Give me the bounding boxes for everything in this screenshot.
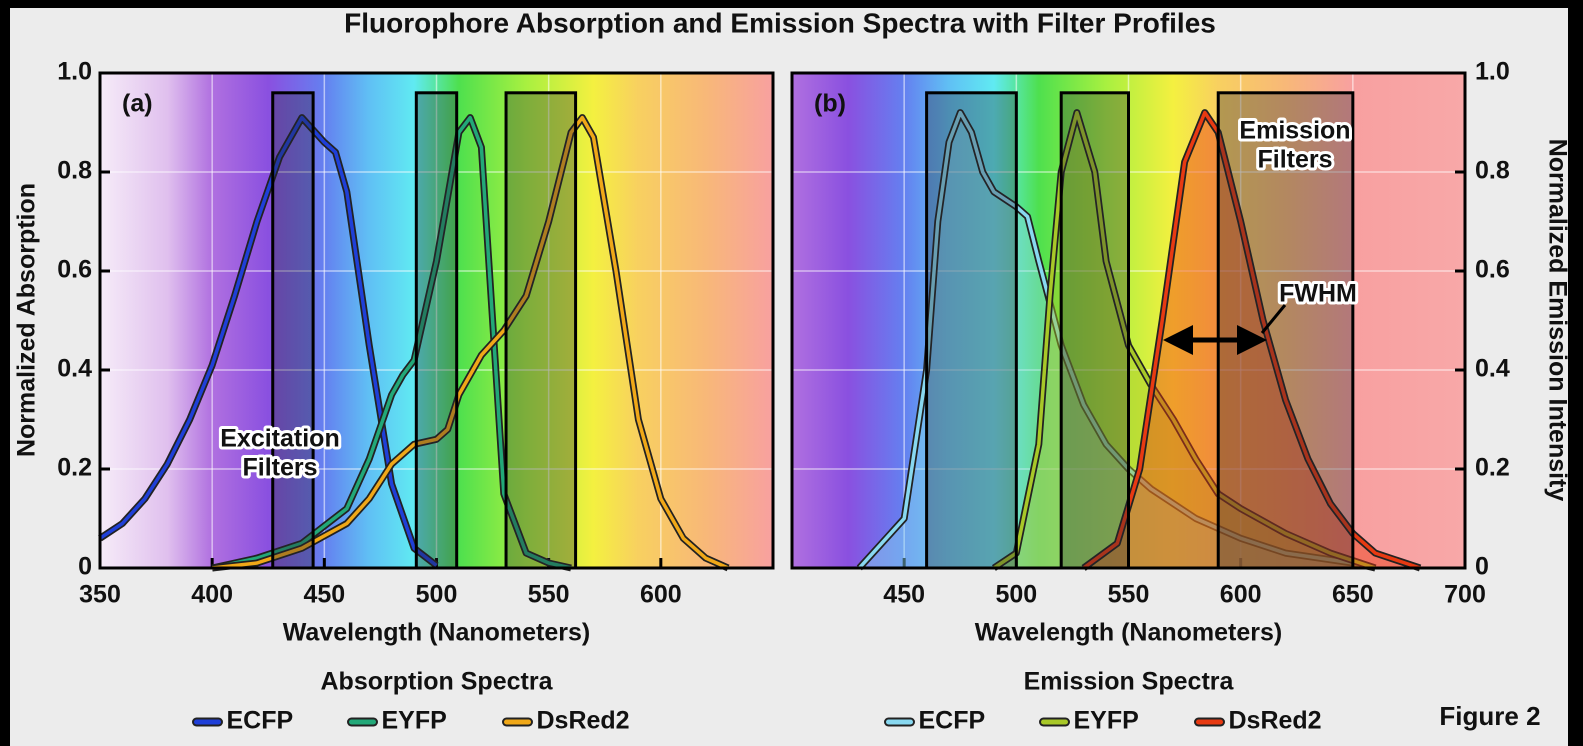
spectrum-curve [99, 115, 438, 567]
x-axis-label: Wavelength (Nanometers) [283, 619, 590, 647]
x-tick-label: 500 [995, 581, 1037, 609]
y-tick-label: 1.0 [1475, 58, 1510, 86]
y-tick-label: 0.4 [57, 355, 92, 383]
x-tick-label: 650 [1332, 581, 1374, 609]
filter-band [1059, 91, 1130, 570]
legend-label: ECFP [227, 707, 294, 735]
annotation: Excitation [220, 425, 339, 453]
x-tick-label: 600 [1220, 581, 1262, 609]
panel-label: (a) [122, 90, 153, 118]
x-tick-label: 400 [191, 581, 233, 609]
legend-label: DsRed2 [537, 707, 630, 735]
y-tick-label: 1.0 [57, 58, 92, 86]
y-tick-label: 0.8 [1475, 157, 1510, 185]
plot-frame [790, 71, 1467, 570]
plot-frame [98, 71, 775, 570]
x-tick-label: 350 [79, 581, 121, 609]
y-tick-label: 0 [1475, 553, 1489, 581]
annotation: Filters [242, 454, 317, 482]
y-tick-label: 0.2 [57, 454, 92, 482]
fwhm-pointer [1260, 304, 1287, 334]
annotation: Emission [1239, 117, 1350, 145]
x-tick-label: 600 [640, 581, 682, 609]
x-axis-label: Wavelength (Nanometers) [975, 619, 1282, 647]
y-tick-label: 0.8 [57, 157, 92, 185]
spectrum-curve [211, 115, 572, 570]
figure-label: Figure 2 [1439, 701, 1540, 731]
figure-title: Fluorophore Absorption and Emission Spec… [344, 7, 1216, 38]
y-tick-label: 0.6 [1475, 256, 1510, 284]
y-axis-label: Normalized Emission Intensity [1543, 139, 1571, 502]
legend-title: Emission Spectra [1024, 668, 1235, 696]
panel-label: (b) [814, 90, 846, 118]
spectrum-curve [212, 115, 729, 570]
legend-title: Absorption Spectra [321, 668, 554, 696]
x-tick-label: 500 [416, 581, 458, 609]
legend-label: EYFP [1074, 707, 1139, 735]
filter-band [504, 91, 578, 570]
annotation: FWHM [1279, 280, 1357, 308]
legend-label: ECFP [919, 707, 986, 735]
x-tick-label: 450 [883, 581, 925, 609]
x-tick-label: 450 [303, 581, 345, 609]
x-tick-label: 550 [1108, 581, 1150, 609]
filter-band [271, 91, 315, 570]
y-axis-label: Normalized Absorption [13, 183, 41, 457]
y-tick-label: 0.4 [1475, 355, 1510, 383]
y-tick-label: 0.2 [1475, 454, 1510, 482]
y-tick-label: 0.6 [57, 256, 92, 284]
x-tick-label: 550 [528, 581, 570, 609]
filter-band [414, 91, 459, 570]
x-tick-label: 700 [1444, 581, 1486, 609]
annotation: Filters [1257, 146, 1332, 174]
y-tick-label: 0 [78, 553, 92, 581]
legend-label: DsRed2 [1229, 707, 1322, 735]
filter-band [925, 91, 1018, 570]
legend-label: EYFP [382, 707, 447, 735]
spectrum-curve [1082, 110, 1421, 570]
